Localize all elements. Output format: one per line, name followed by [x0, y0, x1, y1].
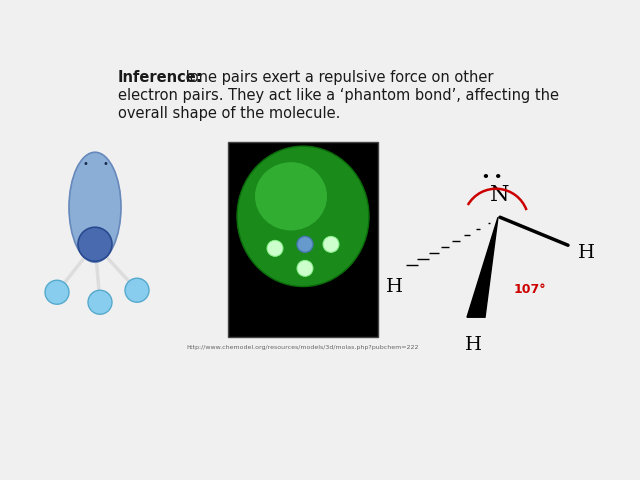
Text: •: •: [102, 159, 108, 169]
Text: 107°: 107°: [514, 283, 547, 296]
Ellipse shape: [78, 227, 112, 261]
Text: Inference:: Inference:: [118, 70, 203, 85]
Text: •: •: [82, 159, 88, 169]
Text: lone pairs exert a repulsive force on other: lone pairs exert a repulsive force on ot…: [181, 70, 493, 85]
Ellipse shape: [297, 260, 313, 276]
Ellipse shape: [125, 278, 149, 302]
Ellipse shape: [255, 162, 327, 230]
Text: electron pairs. They act like a ‘phantom bond’, affecting the: electron pairs. They act like a ‘phantom…: [118, 88, 559, 103]
Ellipse shape: [88, 290, 112, 314]
Ellipse shape: [69, 152, 121, 262]
FancyBboxPatch shape: [228, 142, 378, 337]
Text: overall shape of the molecule.: overall shape of the molecule.: [118, 106, 340, 121]
Ellipse shape: [267, 240, 283, 256]
Ellipse shape: [45, 280, 69, 304]
Ellipse shape: [237, 146, 369, 287]
Ellipse shape: [323, 236, 339, 252]
Text: H: H: [577, 244, 595, 262]
Ellipse shape: [297, 236, 313, 252]
Text: http://www.chemodel.org/resources/models/3d/molas.php?pubchem=222: http://www.chemodel.org/resources/models…: [187, 345, 419, 350]
Text: • •: • •: [482, 171, 502, 184]
Text: H: H: [465, 336, 481, 354]
Text: N: N: [490, 184, 509, 206]
Text: H: H: [385, 278, 403, 296]
Polygon shape: [467, 217, 498, 317]
